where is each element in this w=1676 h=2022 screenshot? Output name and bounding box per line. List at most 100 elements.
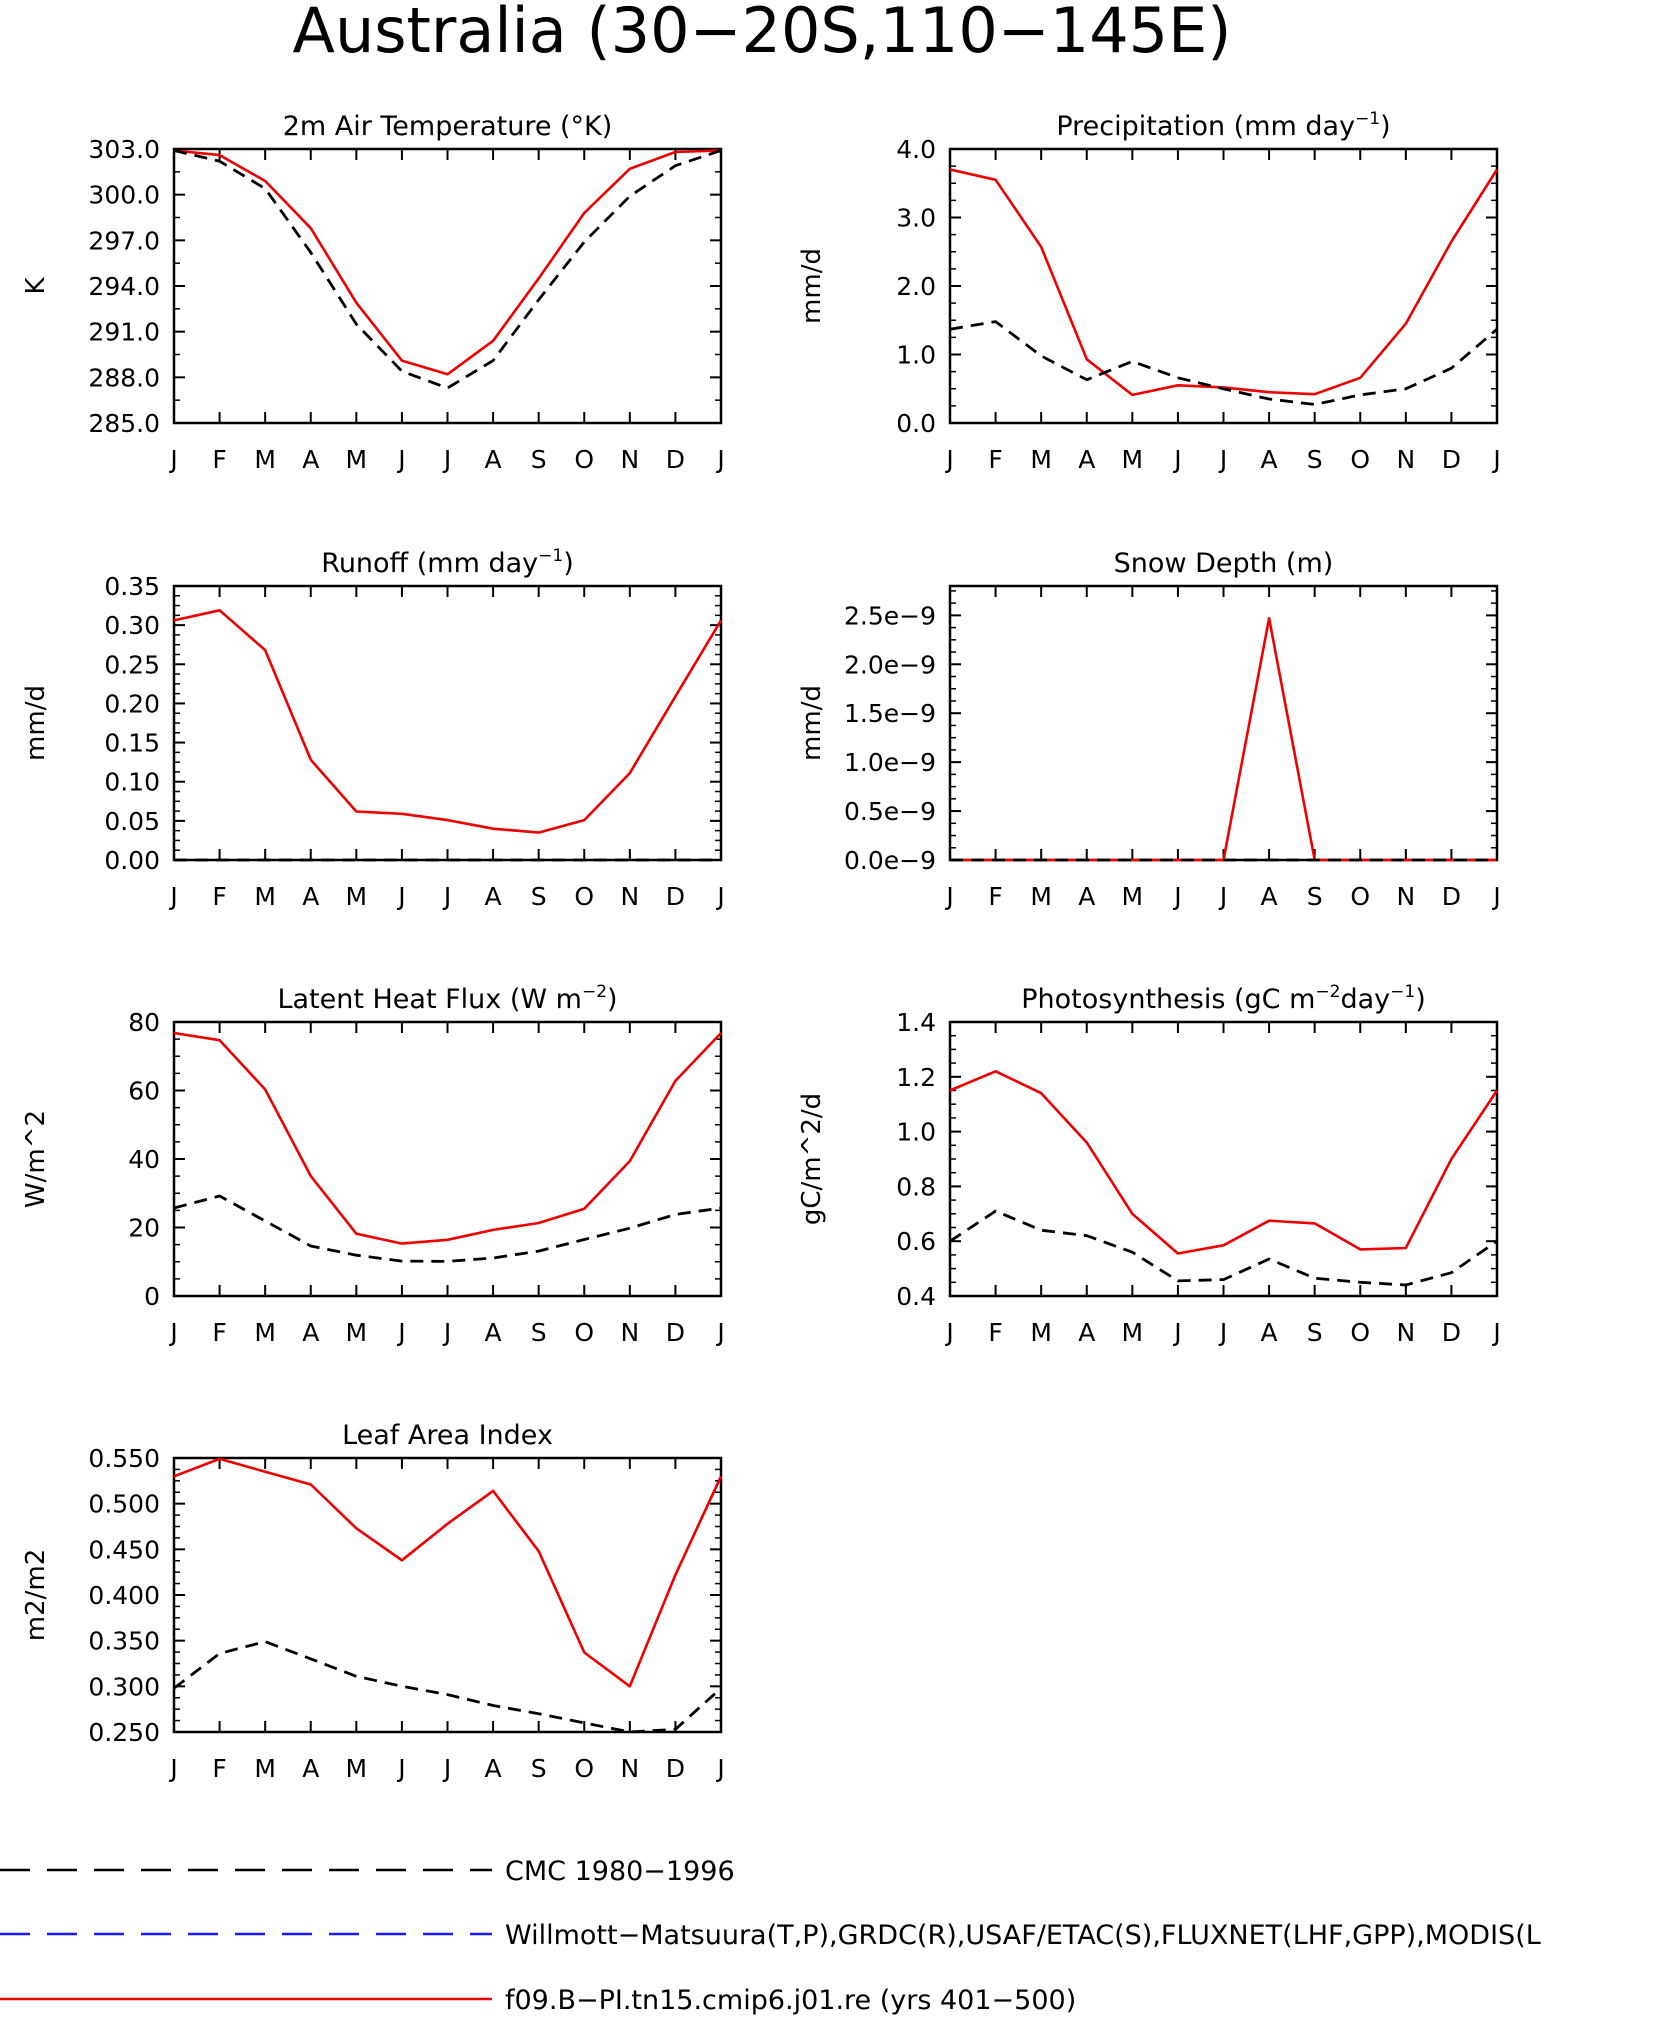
y-tick-label: 1.0 xyxy=(896,1118,936,1147)
x-tick-label: D xyxy=(666,1318,685,1347)
x-tick-label: A xyxy=(485,1318,502,1347)
y-tick-label: 294.0 xyxy=(88,272,160,301)
x-tick-label: J xyxy=(168,882,177,911)
y-tick-label: 0.20 xyxy=(104,689,160,718)
x-tick-label: A xyxy=(1078,445,1095,474)
x-tick-label: J xyxy=(944,882,953,911)
panel-title-end: ) xyxy=(607,984,618,1015)
x-tick-label: J xyxy=(1172,1318,1181,1347)
plot-frame xyxy=(172,1020,723,1298)
x-tick-label: N xyxy=(620,1318,639,1347)
x-tick-label: J xyxy=(168,1318,177,1347)
x-tick-label: M xyxy=(1030,1318,1052,1347)
y-tick-label: 0.350 xyxy=(88,1627,160,1656)
y-tick-label: 0.25 xyxy=(104,650,160,679)
y-tick-label: 1.2 xyxy=(896,1063,936,1092)
x-tick-label: A xyxy=(302,882,319,911)
y-axis-label: m2/m2 xyxy=(21,1549,51,1642)
x-tick-label: J xyxy=(715,882,724,911)
y-axis-label: mm/d xyxy=(797,248,827,324)
x-tick-label: A xyxy=(485,1754,502,1783)
y-tick-label: 0.35 xyxy=(104,572,160,601)
x-tick-label: A xyxy=(302,445,319,474)
y-tick-label: 2.0e−9 xyxy=(844,650,936,679)
x-tick-label: F xyxy=(212,1754,226,1783)
y-tick-label: 285.0 xyxy=(88,409,160,438)
x-tick-label: A xyxy=(302,1318,319,1347)
x-tick-label: J xyxy=(396,1318,405,1347)
x-tick-label: J xyxy=(1218,445,1227,474)
x-tick-label: D xyxy=(666,445,685,474)
y-tick-label: 0.4 xyxy=(896,1282,936,1311)
chart-panel-6: Photosynthesis (gC m−2day−1) 0.4 0.6 0.8 1.0… xyxy=(797,982,1501,1347)
x-tick-label: J xyxy=(944,445,953,474)
y-tick-label: 291.0 xyxy=(88,318,160,347)
chart-panel-1: 2m Air Temperature (°K) 285.0 288.0 291.0 29… xyxy=(21,111,725,474)
x-tick-label: N xyxy=(620,1754,639,1783)
panel-title-part: day xyxy=(1340,984,1390,1015)
model-series-line xyxy=(949,168,1499,397)
panel-title-superscript: −1 xyxy=(1390,982,1415,1002)
y-tick-label: 0.250 xyxy=(88,1718,160,1747)
legend-label-3: f09.B−PI.tn15.cmip6.j01.re (yrs 401−500) xyxy=(505,1985,1076,2016)
y-tick-label: 0.30 xyxy=(104,611,160,640)
x-tick-label: F xyxy=(988,445,1002,474)
legend-label-1: CMC 1980−1996 xyxy=(505,1856,735,1887)
panel-title-superscript: −2 xyxy=(582,982,607,1002)
panel-title-superscript: −1 xyxy=(538,546,563,566)
x-tick-label: M xyxy=(1122,1318,1144,1347)
y-tick-label: 80 xyxy=(128,1008,160,1037)
x-tick-label: O xyxy=(1350,445,1370,474)
x-tick-label: N xyxy=(620,445,639,474)
y-tick-label: 0.8 xyxy=(896,1172,936,1201)
model-series-line xyxy=(173,1031,722,1245)
y-axis-label: K xyxy=(21,277,51,295)
model-series-line xyxy=(173,1457,723,1688)
x-tick-label: S xyxy=(1307,445,1323,474)
model-series-line xyxy=(950,616,1497,862)
y-tick-label: 0.10 xyxy=(104,768,160,797)
chart-panel-4: Snow Depth (m) 0.0e−9 0.5e−9 1.0e−9 1.5e−9 2.… xyxy=(797,548,1501,911)
y-tick-label: 288.0 xyxy=(88,363,160,392)
cmc-series-line xyxy=(173,1640,722,1734)
x-tick-label: O xyxy=(1350,1318,1370,1347)
x-tick-label: A xyxy=(1261,882,1278,911)
y-tick-label: 297.0 xyxy=(88,226,160,255)
y-tick-label: 0.300 xyxy=(88,1672,160,1701)
panel-title: 2m Air Temperature (°K) xyxy=(283,111,613,142)
panel-title-end: ) xyxy=(1380,111,1391,142)
y-tick-label: 0.550 xyxy=(88,1444,160,1473)
x-tick-label: M xyxy=(1122,445,1144,474)
x-tick-label: J xyxy=(1491,882,1500,911)
x-tick-label: M xyxy=(346,1318,368,1347)
x-tick-label: M xyxy=(1030,882,1052,911)
x-tick-label: J xyxy=(1491,1318,1500,1347)
y-tick-label: 1.4 xyxy=(896,1008,936,1037)
y-tick-label: 1.0 xyxy=(896,341,936,370)
y-tick-label: 1.5e−9 xyxy=(844,699,936,728)
y-tick-label: 60 xyxy=(128,1077,160,1106)
x-tick-label: J xyxy=(442,882,451,911)
x-tick-label: M xyxy=(254,1754,276,1783)
y-tick-label: 1.0e−9 xyxy=(844,748,936,777)
y-tick-label: 0.15 xyxy=(104,729,160,758)
y-axis-label: W/m^2 xyxy=(21,1110,51,1208)
x-tick-label: J xyxy=(715,445,724,474)
x-tick-label: J xyxy=(715,1754,724,1783)
x-tick-label: A xyxy=(485,882,502,911)
x-tick-label: A xyxy=(1261,445,1278,474)
panel-title-superscript: −2 xyxy=(1315,982,1340,1002)
x-tick-label: D xyxy=(666,1754,685,1783)
panel-title-end: ) xyxy=(1415,984,1426,1015)
x-tick-label: M xyxy=(254,1318,276,1347)
x-tick-label: S xyxy=(1307,882,1323,911)
y-tick-label: 0.5e−9 xyxy=(844,797,936,826)
panel-title: Snow Depth (m) xyxy=(1114,548,1334,579)
y-tick-label: 0.6 xyxy=(896,1227,936,1256)
x-tick-label: A xyxy=(1261,1318,1278,1347)
x-tick-label: J xyxy=(1172,445,1181,474)
y-tick-label: 0.0 xyxy=(896,409,936,438)
panel-title: Photosynthesis (gC m−2day−1) xyxy=(1021,982,1425,1015)
x-tick-label: J xyxy=(442,1754,451,1783)
x-tick-label: J xyxy=(944,1318,953,1347)
